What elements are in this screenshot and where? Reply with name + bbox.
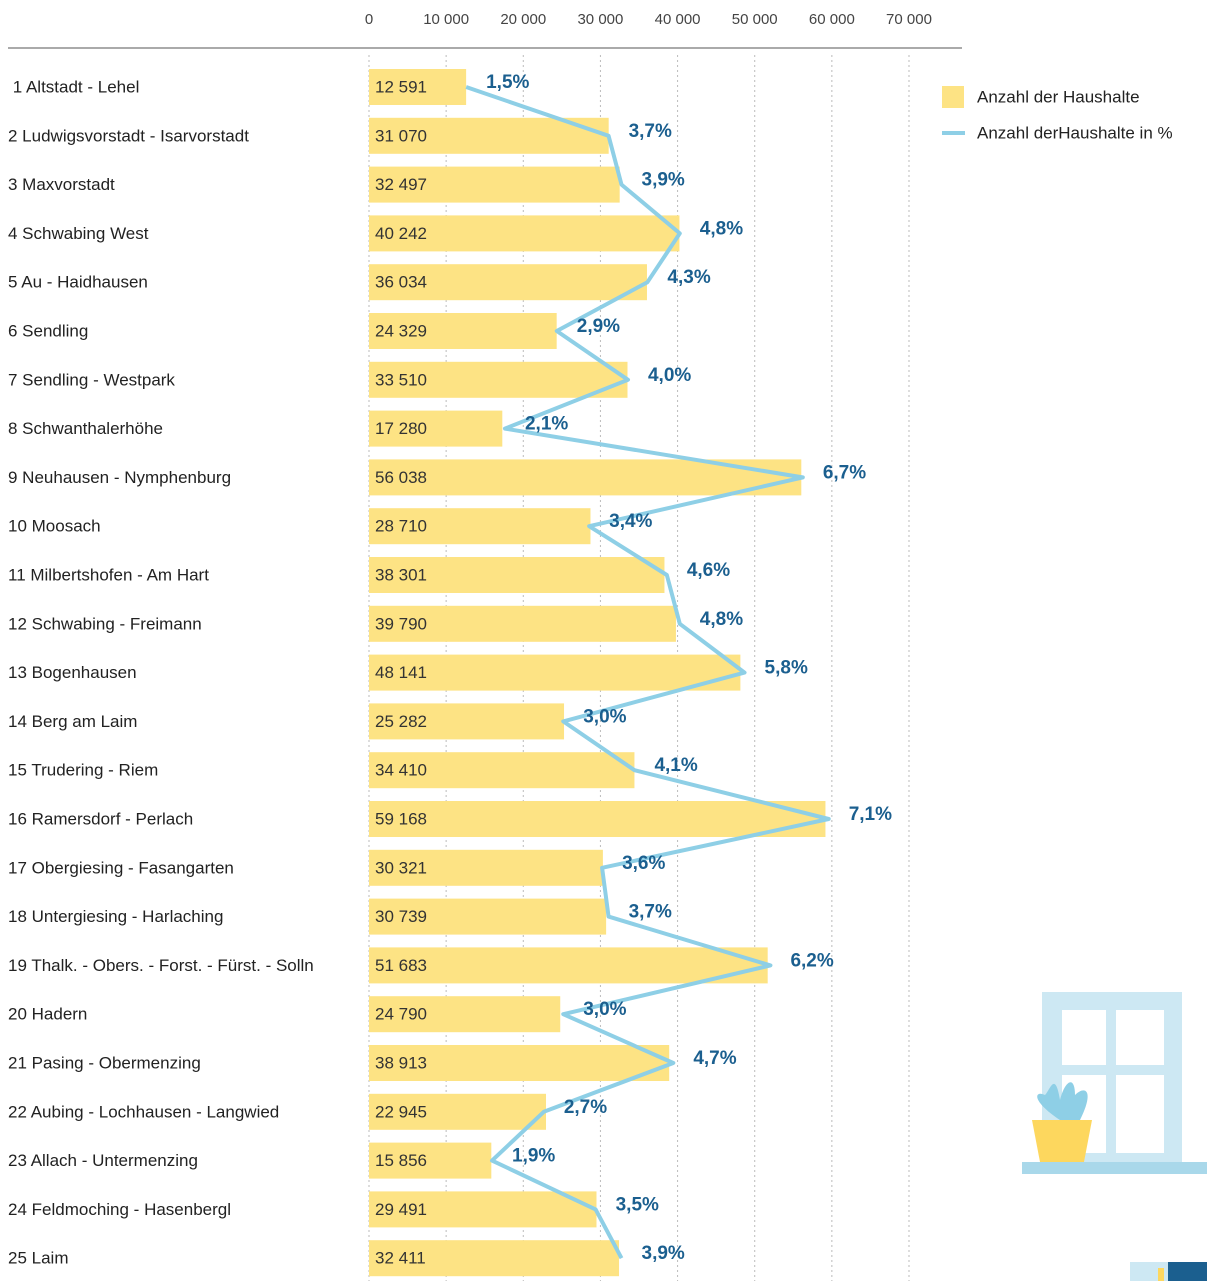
bar xyxy=(369,801,825,837)
decoration xyxy=(1168,1262,1207,1281)
line-value-label: 4,8% xyxy=(700,609,743,630)
bar-value-label: 30 321 xyxy=(375,858,427,877)
category-label: 24 Feldmoching - Hasenbergl xyxy=(8,1200,231,1219)
window-illustration xyxy=(1022,992,1207,1281)
category-label: 6 Sendling xyxy=(8,321,88,340)
line-value-label: 3,4% xyxy=(609,511,652,532)
line-value-label: 3,9% xyxy=(642,1243,685,1264)
line-value-label: 3,7% xyxy=(629,121,672,142)
line-value-label: 1,9% xyxy=(512,1146,555,1167)
window-sill xyxy=(1022,1162,1207,1174)
x-tick-label: 30 000 xyxy=(577,11,623,28)
line-value-label: 2,7% xyxy=(564,1097,607,1118)
x-tick-label: 20 000 xyxy=(500,11,546,28)
category-label: 17 Obergiesing - Fasangarten xyxy=(8,858,234,877)
category-label: 2 Ludwigsvorstadt - Isarvorstadt xyxy=(8,126,249,145)
bar-value-label: 40 242 xyxy=(375,224,427,243)
bar-value-label: 34 410 xyxy=(375,761,427,780)
bar-value-label: 32 497 xyxy=(375,175,427,194)
x-tick-label: 10 000 xyxy=(423,11,469,28)
category-label: 21 Pasing - Obermenzing xyxy=(8,1053,201,1072)
category-label: 18 Untergiesing - Harlaching xyxy=(8,907,223,926)
category-label: 16 Ramersdorf - Perlach xyxy=(8,809,193,828)
category-label: 15 Trudering - Riem xyxy=(8,761,158,780)
line-value-label: 5,8% xyxy=(765,658,808,679)
bar-value-label: 30 739 xyxy=(375,907,427,926)
line-value-label: 4,3% xyxy=(667,267,710,288)
bar-value-label: 24 329 xyxy=(375,321,427,340)
legend-label: Anzahl der Haushalte xyxy=(977,87,1140,106)
x-tick-label: 40 000 xyxy=(655,11,701,28)
line-value-label: 3,9% xyxy=(642,170,685,191)
category-label: 20 Hadern xyxy=(8,1005,87,1024)
chart: 0 10 000 20 000 30 000 40 000 50 000 60 000 70 … xyxy=(0,0,1207,1281)
line-value-label: 2,1% xyxy=(525,414,568,435)
decoration xyxy=(1158,1268,1164,1281)
bar xyxy=(369,947,768,983)
bar-value-label: 24 790 xyxy=(375,1005,427,1024)
bar-value-label: 12 591 xyxy=(375,77,427,96)
category-label: 11 Milbertshofen - Am Hart xyxy=(8,565,209,584)
category-label: 22 Aubing - Lochhausen - Langwied xyxy=(8,1102,279,1121)
bar-value-label: 17 280 xyxy=(375,419,427,438)
bar-value-label: 25 282 xyxy=(375,712,427,731)
x-tick-label: 60 000 xyxy=(809,11,855,28)
line-value-label: 4,1% xyxy=(654,755,697,776)
line-value-label: 6,7% xyxy=(823,462,866,483)
pot xyxy=(1032,1120,1092,1162)
x-tick-label: 0 xyxy=(365,11,373,28)
window-pane xyxy=(1116,1075,1164,1153)
bar-value-label: 22 945 xyxy=(375,1102,427,1121)
category-label: 3 Maxvorstadt xyxy=(8,175,115,194)
category-label: 19 Thalk. - Obers. - Forst. - Fürst. - S… xyxy=(8,956,314,975)
category-label: 7 Sendling - Westpark xyxy=(8,370,175,389)
x-tick-label: 70 000 xyxy=(886,11,932,28)
category-label: 5 Au - Haidhausen xyxy=(8,273,148,292)
bar-value-label: 59 168 xyxy=(375,809,427,828)
category-label: 12 Schwabing - Freimann xyxy=(8,614,202,633)
line-value-label: 4,7% xyxy=(693,1048,736,1069)
line-value-label: 4,8% xyxy=(700,218,743,239)
line-value-label: 1,5% xyxy=(486,72,529,93)
line-value-label: 6,2% xyxy=(790,950,833,971)
bar-value-label: 36 034 xyxy=(375,273,427,292)
bar-value-label: 38 913 xyxy=(375,1053,427,1072)
category-label: 10 Moosach xyxy=(8,517,101,536)
bar-value-label: 39 790 xyxy=(375,614,427,633)
line-value-label: 4,6% xyxy=(687,560,730,581)
line-value-label: 3,7% xyxy=(629,902,672,923)
bar-value-label: 29 491 xyxy=(375,1200,427,1219)
bar-value-label: 48 141 xyxy=(375,663,427,682)
window-pane xyxy=(1062,1010,1106,1065)
category-label: 9 Neuhausen - Nymphenburg xyxy=(8,468,231,487)
category-label: 1 Altstadt - Lehel xyxy=(8,77,139,96)
bar-value-label: 32 411 xyxy=(375,1249,426,1268)
line-value-label: 2,9% xyxy=(577,316,620,337)
bar-value-label: 38 301 xyxy=(375,565,427,584)
category-label: 8 Schwanthalerhöhe xyxy=(8,419,163,438)
bar-value-label: 15 856 xyxy=(375,1151,427,1170)
legend-label: Anzahl derHaushalte in % xyxy=(977,123,1173,142)
category-label: 13 Bogenhausen xyxy=(8,663,137,682)
line-value-label: 4,0% xyxy=(648,365,691,386)
legend-swatch xyxy=(942,86,964,108)
bar-value-label: 51 683 xyxy=(375,956,427,975)
line-value-label: 3,6% xyxy=(622,853,665,874)
window-pane xyxy=(1116,1010,1164,1065)
line-value-label: 3,5% xyxy=(616,1194,659,1215)
x-tick-label: 50 000 xyxy=(732,11,778,28)
category-label: 14 Berg am Laim xyxy=(8,712,137,731)
bar-value-label: 28 710 xyxy=(375,517,427,536)
bar-value-label: 31 070 xyxy=(375,126,427,145)
category-label: 4 Schwabing West xyxy=(8,224,149,243)
category-label: 25 Laim xyxy=(8,1249,68,1268)
line-value-label: 3,0% xyxy=(583,706,626,727)
category-label: 23 Allach - Untermenzing xyxy=(8,1151,198,1170)
bar-value-label: 56 038 xyxy=(375,468,427,487)
line-value-label: 3,0% xyxy=(583,999,626,1020)
bar-value-label: 33 510 xyxy=(375,370,427,389)
line-value-label: 7,1% xyxy=(849,804,892,825)
